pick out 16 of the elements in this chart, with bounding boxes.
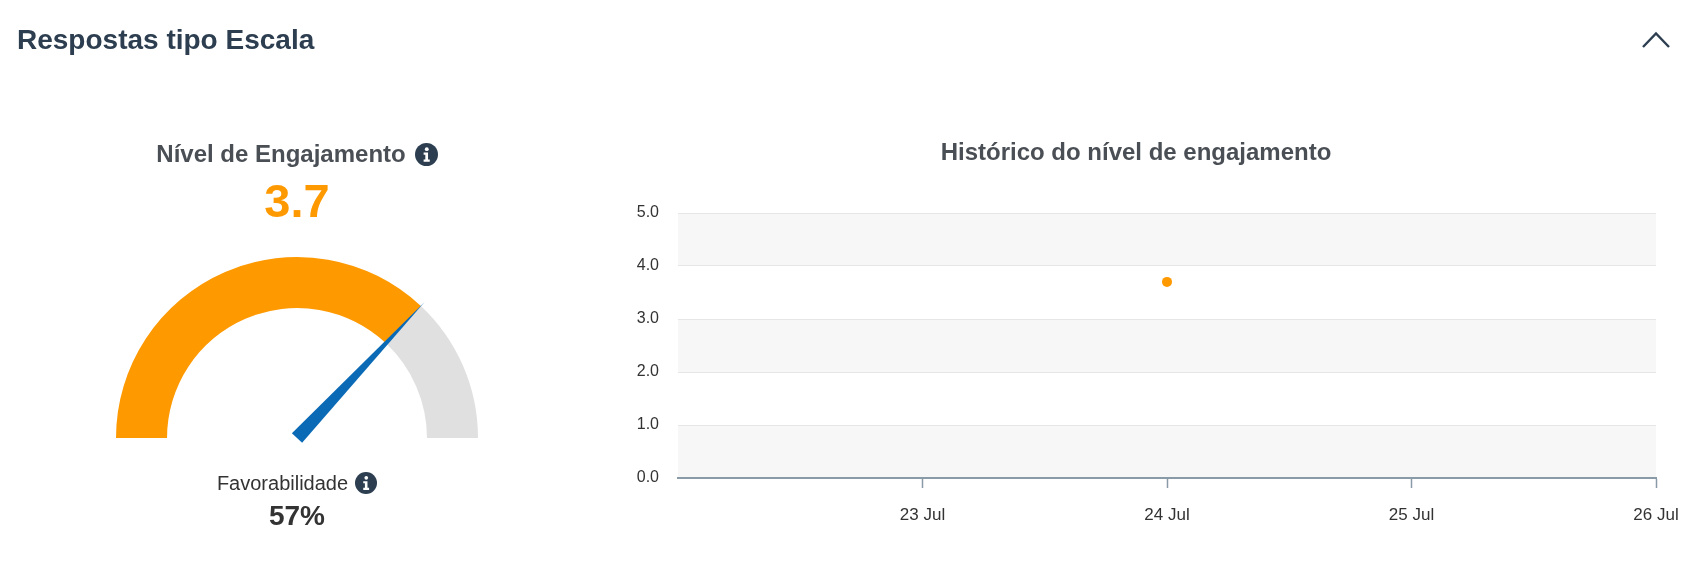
x-tick-label: 25 Jul [1388,504,1435,524]
x-tick-label: 23 Jul [899,504,946,524]
text: 57% [267,500,326,532]
text: Favorabilidade [216,471,349,496]
y-tick-label: 5.0 [636,203,660,221]
chart-title: Nível de Engajamento [156,139,406,169]
text: Respostas tipo Escala [17,23,315,57]
y-tick-label: 3.0 [636,309,660,327]
text: 3.7 [263,174,331,227]
chart-title: Histórico do nível de engajamento [939,137,1333,167]
y-tick-label: 1.0 [636,415,660,433]
x-tick-label: 24 Jul [1144,504,1190,524]
y-tick-label: 2.0 [636,362,660,380]
y-tick-label: 0.0 [636,468,660,486]
x-tick-label: 26 Jul [1633,504,1679,524]
y-tick-label: 4.0 [636,256,660,274]
